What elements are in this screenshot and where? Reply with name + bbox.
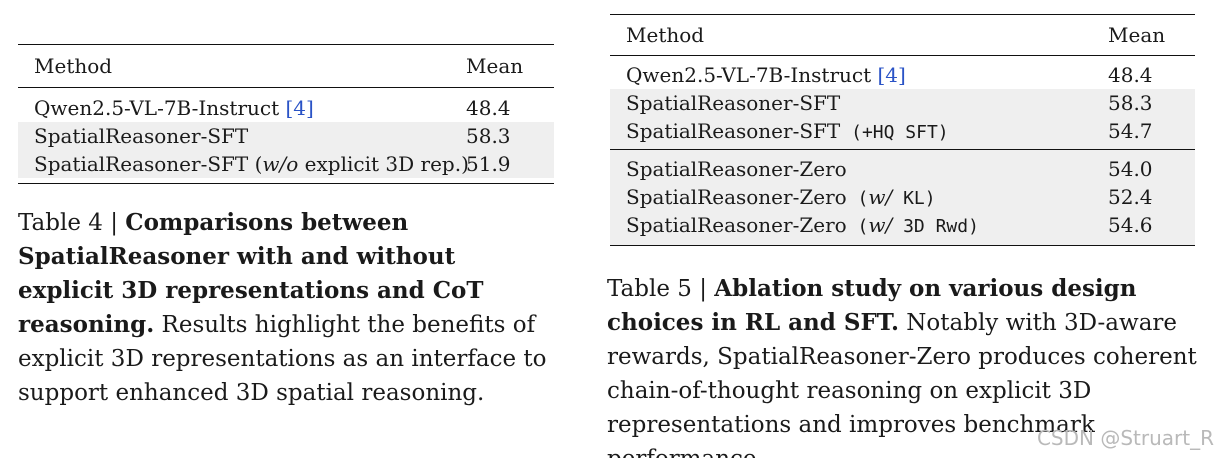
column-header-method: Method [34,54,113,78]
row-method: Qwen2.5-VL-7B-Instruct [4] [626,63,906,87]
caption-bold: Ablation study on various design choices… [607,275,1137,336]
table-4: Method Mean Qwen2.5-VL-7B-Instruct [4] 4… [18,44,554,184]
caption-text: Notably with 3D-aware rewards, SpatialRe… [607,310,1197,458]
table-row: SpatialReasoner-Zero 54.0 [610,155,1195,183]
row-mean: 58.3 [1108,91,1153,115]
table-5: Method Mean Qwen2.5-VL-7B-Instruct [4] 4… [610,14,1195,246]
row-mean: 48.4 [466,96,511,120]
citation-link[interactable]: [4] [285,96,314,120]
table-header-rule [610,55,1195,56]
column-header-mean: Mean [466,54,524,78]
table-4-caption: Table 4 | Comparisons between SpatialRea… [18,206,554,410]
row-method: SpatialReasoner-Zero (w/ KL) [626,185,936,209]
row-method: SpatialReasoner-SFT [626,91,841,115]
table-row: SpatialReasoner-SFT 58.3 [18,122,554,150]
table-top-rule [610,14,1195,15]
row-method: SpatialReasoner-SFT (+HQ SFT) [626,119,949,143]
table-row: SpatialReasoner-SFT (w/o explicit 3D rep… [18,150,554,178]
table-row: Qwen2.5-VL-7B-Instruct [4] 48.4 [610,61,1195,89]
table-top-rule [18,44,554,45]
table-header-row: Method Mean [18,45,554,87]
column-header-mean: Mean [1108,23,1166,47]
table-header-rule [18,87,554,88]
row-mean: 54.6 [1108,213,1153,237]
table-row: SpatialReasoner-Zero (w/ KL) 52.4 [610,183,1195,211]
caption-bold: Comparisons between SpatialReasoner with… [18,209,484,338]
row-mean: 58.3 [466,124,511,148]
caption-label: Table 4 | [18,210,126,236]
watermark: CSDN @Struart_R [1036,426,1214,450]
group-separator-rule [610,149,1195,150]
table-bottom-rule [18,183,554,184]
row-mean: 54.0 [1108,157,1153,181]
row-method: SpatialReasoner-SFT [34,124,249,148]
table-row: SpatialReasoner-SFT (+HQ SFT) 54.7 [610,117,1195,145]
row-mean: 52.4 [1108,185,1153,209]
row-mean: 54.7 [1108,119,1153,143]
table-row: Qwen2.5-VL-7B-Instruct [4] 48.4 [18,94,554,122]
table-row: SpatialReasoner-SFT 58.3 [610,89,1195,117]
caption-text: Results highlight the benefits of explic… [18,312,547,406]
row-mean: 51.9 [466,152,511,176]
row-mean: 48.4 [1108,63,1153,87]
row-method: SpatialReasoner-Zero (w/ 3D Rwd) [626,213,979,237]
column-header-method: Method [626,23,705,47]
caption-label: Table 5 | [607,276,715,302]
row-method: Qwen2.5-VL-7B-Instruct [4] [34,96,314,120]
row-method: SpatialReasoner-SFT (w/o explicit 3D rep… [34,152,469,176]
table-bottom-rule [610,245,1195,246]
row-method: SpatialReasoner-Zero [626,157,847,181]
citation-link[interactable]: [4] [877,63,906,87]
table-5-caption: Table 5 | Ablation study on various desi… [607,272,1202,458]
table-header-row: Method Mean [610,15,1195,55]
table-row: SpatialReasoner-Zero (w/ 3D Rwd) 54.6 [610,211,1195,239]
